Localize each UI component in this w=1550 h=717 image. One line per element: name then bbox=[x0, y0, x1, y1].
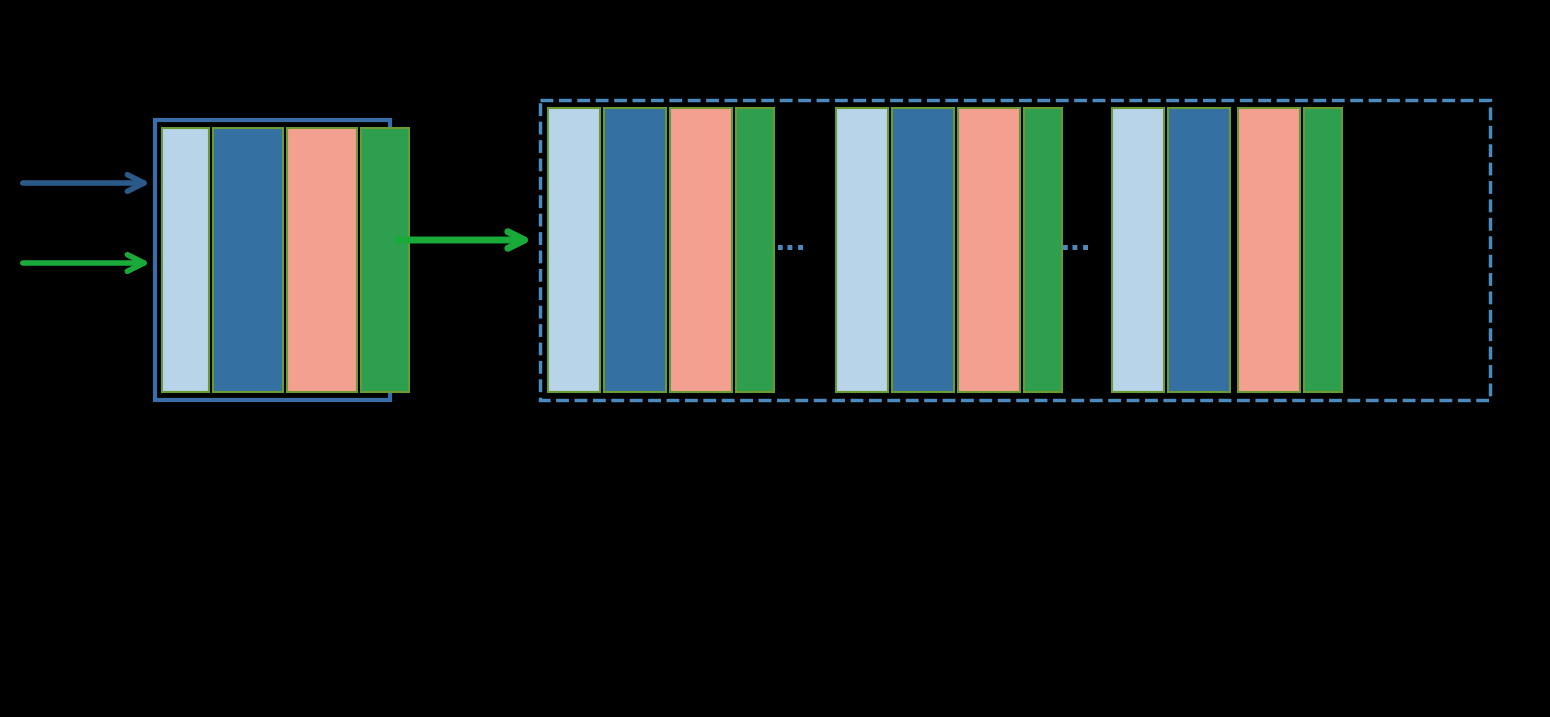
Bar bbox=[155, 120, 391, 400]
Bar bbox=[835, 108, 888, 392]
Bar bbox=[958, 108, 1020, 392]
Bar bbox=[212, 128, 284, 392]
Bar bbox=[604, 108, 666, 392]
Bar bbox=[891, 108, 953, 392]
Bar bbox=[1025, 108, 1062, 392]
Bar bbox=[1111, 108, 1164, 392]
Bar bbox=[549, 108, 600, 392]
Bar bbox=[163, 128, 209, 392]
Bar bbox=[361, 128, 409, 392]
Text: ...: ... bbox=[1059, 228, 1091, 256]
Bar bbox=[1169, 108, 1231, 392]
Bar bbox=[1304, 108, 1342, 392]
Bar bbox=[539, 100, 1490, 400]
Bar bbox=[1238, 108, 1300, 392]
Bar bbox=[287, 128, 356, 392]
Bar bbox=[736, 108, 773, 392]
Bar bbox=[670, 108, 732, 392]
Text: ...: ... bbox=[773, 228, 806, 256]
